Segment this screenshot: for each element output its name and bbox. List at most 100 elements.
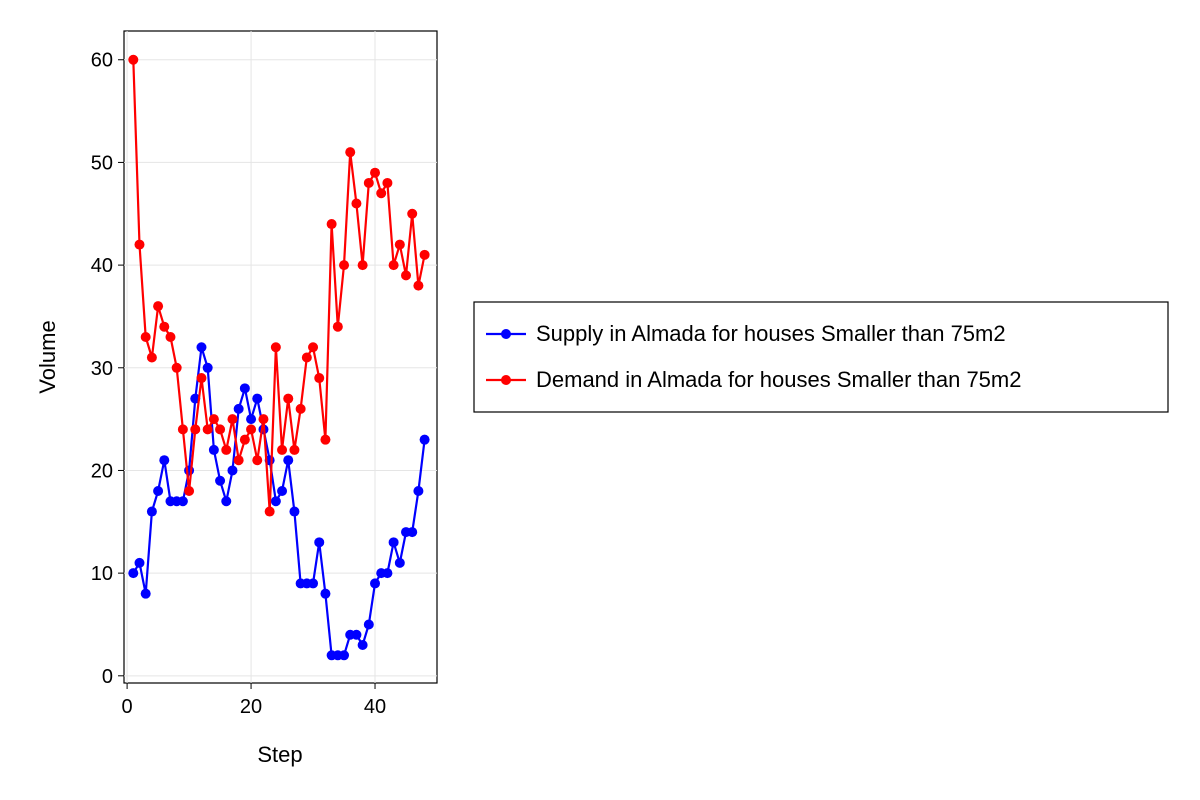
data-point — [407, 208, 418, 219]
data-point — [419, 249, 430, 260]
data-point — [413, 280, 424, 291]
data-point — [363, 177, 374, 188]
y-tick-label: 50 — [91, 152, 113, 174]
data-point — [202, 424, 213, 435]
data-point — [246, 424, 257, 435]
series-demand — [128, 54, 430, 517]
data-point — [388, 537, 399, 548]
data-point — [134, 239, 145, 250]
legend-item: Demand in Almada for houses Smaller than… — [486, 367, 1021, 392]
data-point — [376, 188, 387, 199]
data-point — [308, 342, 319, 353]
data-point — [407, 527, 418, 538]
data-point — [165, 331, 176, 342]
data-point — [277, 485, 288, 496]
data-point — [320, 434, 331, 445]
series-supply — [128, 342, 430, 661]
legend-marker — [501, 375, 511, 385]
y-tick-label: 20 — [91, 460, 113, 482]
data-point — [140, 588, 151, 599]
legend-marker — [501, 329, 511, 339]
data-point — [277, 444, 288, 455]
data-point — [196, 342, 207, 353]
legend-label: Demand in Almada for houses Smaller than… — [536, 367, 1021, 392]
data-point — [159, 321, 170, 332]
data-point — [146, 352, 157, 363]
legend-frame — [473, 301, 1169, 413]
data-point — [153, 485, 164, 496]
data-point — [171, 362, 182, 373]
data-point — [357, 260, 368, 271]
x-axis-label: Step — [257, 742, 302, 767]
data-point — [339, 260, 350, 271]
data-point — [283, 455, 294, 466]
y-tick-label: 10 — [91, 563, 113, 585]
data-point — [252, 393, 263, 404]
data-point — [382, 177, 393, 188]
y-axis-ticks: 0 10 20 30 40 50 60 — [91, 50, 124, 688]
y-tick-label: 40 — [91, 255, 113, 277]
data-point — [370, 578, 381, 589]
legend-label: Supply in Almada for houses Smaller than… — [536, 321, 1006, 346]
data-point — [196, 373, 207, 384]
data-point — [239, 383, 250, 394]
data-point — [153, 301, 164, 312]
data-point — [301, 352, 312, 363]
data-point — [215, 475, 226, 486]
data-point — [357, 640, 368, 651]
data-point — [227, 465, 238, 476]
data-point — [351, 198, 362, 209]
legend: Supply in Almada for houses Smaller than… — [473, 301, 1169, 413]
plot-frame — [123, 30, 438, 684]
data-point — [289, 506, 300, 517]
data-point — [413, 485, 424, 496]
data-point — [252, 455, 263, 466]
data-point — [134, 557, 145, 568]
data-point — [345, 147, 356, 158]
data-point — [314, 537, 325, 548]
data-point — [382, 568, 393, 579]
data-point — [177, 496, 188, 507]
data-point — [363, 619, 374, 630]
data-point — [221, 444, 232, 455]
y-tick-label: 60 — [91, 50, 113, 72]
x-tick-label: 0 — [122, 696, 133, 718]
legend-item: Supply in Almada for houses Smaller than… — [486, 321, 1006, 346]
series-layer — [128, 54, 430, 661]
data-point — [128, 54, 139, 65]
data-point — [401, 270, 412, 281]
data-point — [394, 557, 405, 568]
data-point — [221, 496, 232, 507]
data-point — [308, 578, 319, 589]
series-line — [132, 59, 426, 513]
x-axis-ticks: 0 20 40 — [122, 683, 386, 718]
data-point — [326, 219, 337, 230]
y-tick-label: 30 — [91, 358, 113, 380]
data-point — [295, 403, 306, 414]
data-point — [233, 403, 244, 414]
data-point — [388, 260, 399, 271]
y-tick-label: 0 — [102, 666, 113, 688]
data-point — [264, 506, 275, 517]
data-point — [339, 650, 350, 661]
data-point — [394, 239, 405, 250]
data-point — [320, 588, 331, 599]
data-point — [239, 434, 250, 445]
data-point — [351, 629, 362, 640]
data-point — [270, 342, 281, 353]
data-point — [128, 568, 139, 579]
data-point — [159, 455, 170, 466]
data-point — [146, 506, 157, 517]
x-tick-label: 40 — [364, 696, 386, 718]
x-tick-label: 20 — [240, 696, 262, 718]
grid — [124, 31, 437, 683]
data-point — [233, 455, 244, 466]
data-point — [246, 414, 257, 425]
data-point — [227, 414, 238, 425]
data-point — [332, 321, 343, 332]
data-point — [190, 424, 201, 435]
data-point — [289, 444, 300, 455]
data-point — [177, 424, 188, 435]
data-point — [208, 414, 219, 425]
data-point — [283, 393, 294, 404]
